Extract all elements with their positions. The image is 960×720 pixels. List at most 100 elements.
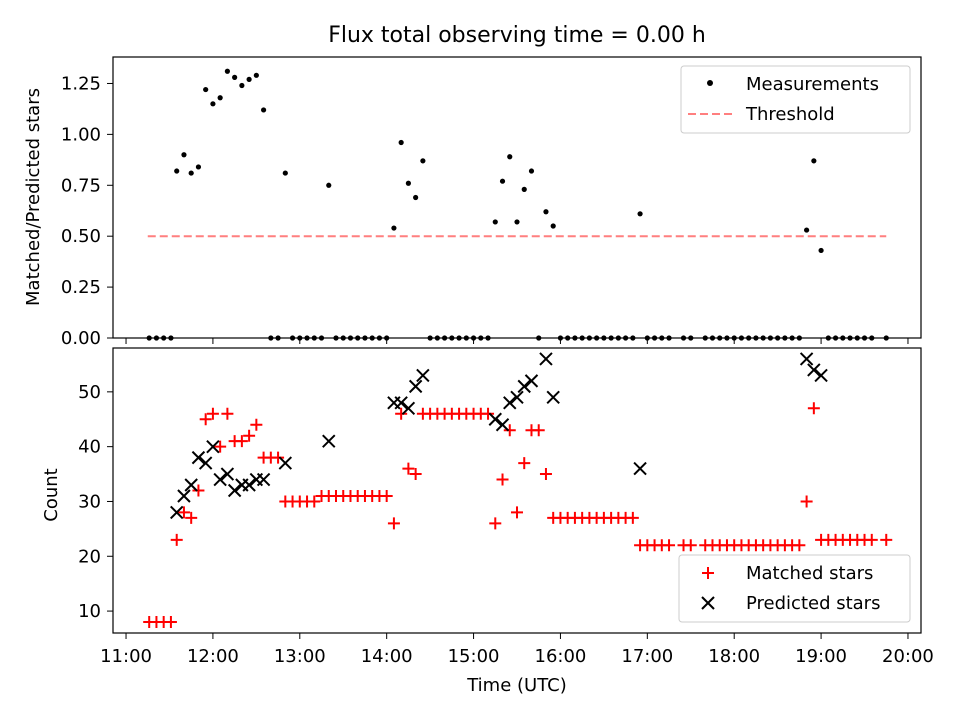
count-xtick-label: 19:00: [795, 646, 847, 667]
predicted-star-point: [278, 456, 293, 470]
count-ytick-label: 20: [78, 546, 101, 567]
matched-star-point: [192, 484, 205, 497]
predicted-star-point: [256, 472, 271, 487]
matched-star-point: [800, 495, 813, 508]
matched-star-point: [807, 402, 820, 415]
measurement-point: [565, 335, 571, 341]
predicted-star-point: [198, 456, 213, 470]
matched-star-point: [793, 539, 806, 552]
measurement-point: [601, 335, 607, 341]
measurement-point: [210, 101, 216, 107]
measurement-point: [369, 335, 375, 341]
measurement-point: [796, 335, 802, 341]
count-legend: Matched stars Predicted stars: [678, 554, 911, 623]
count-xtick-label: 15:00: [448, 646, 500, 667]
measurement-point: [528, 168, 535, 174]
measurement-point: [782, 335, 788, 341]
count-ytick-label: 10: [78, 601, 101, 622]
chart-title: Flux total observing time = 0.00 h: [328, 23, 706, 48]
measurement-point: [398, 139, 404, 146]
measurement-point: [470, 335, 477, 341]
measurement-point: [146, 335, 152, 341]
measurement-point: [413, 194, 419, 201]
measurement-point: [405, 180, 411, 186]
measurement-point: [594, 335, 600, 341]
legend-predicted-label: Predicted stars: [746, 593, 880, 614]
matched-star-point: [177, 506, 190, 519]
measurement-point: [738, 335, 745, 341]
measurement-point: [384, 335, 390, 341]
ratio-ylabel: Matched/Predicted stars: [23, 88, 44, 306]
predicted-star-point: [503, 396, 517, 410]
count-xlabel: Time (UTC): [466, 675, 567, 696]
matched-star-point: [308, 495, 321, 508]
measurement-point: [304, 335, 310, 341]
measurement-point: [861, 335, 868, 341]
ratio-legend: Measurements Threshold: [680, 65, 911, 134]
measurement-point: [709, 335, 716, 341]
measurement-point: [557, 335, 564, 341]
measurement-point: [174, 168, 180, 174]
measurement-point: [311, 335, 317, 341]
measurement-point: [608, 335, 614, 341]
measurement-point: [340, 335, 346, 341]
count-panel-frame: [112, 347, 922, 634]
ratio-ytick-label: 1.25: [61, 73, 101, 94]
predicted-star-point: [408, 379, 423, 394]
measurement-point: [188, 170, 194, 176]
matched-star-point: [663, 539, 676, 552]
ratio-ytick-label: 0.75: [61, 175, 101, 196]
matched-star-point: [170, 533, 183, 546]
predicted-star-point: [206, 439, 220, 454]
predicted-star-point: [416, 368, 430, 383]
measurement-point: [333, 335, 339, 341]
matched-star-point: [243, 429, 256, 442]
matched-star-point: [199, 413, 212, 426]
predicted-star-point: [220, 467, 235, 481]
measurement-point: [883, 335, 889, 341]
count-xtick-label: 17:00: [621, 646, 673, 667]
matched-star-point: [511, 506, 523, 519]
measurement-point: [536, 335, 542, 341]
measurement-point: [804, 227, 810, 233]
count-xtick-label: 11:00: [100, 646, 152, 667]
measurement-point: [767, 335, 774, 341]
matched-star-point: [518, 457, 531, 470]
matched-star-point: [539, 468, 552, 481]
legend-predicted-marker: [701, 596, 715, 610]
matched-star-point: [380, 489, 393, 502]
measurement-point: [434, 335, 440, 341]
measurement-point: [391, 225, 397, 231]
measurement-point: [869, 335, 875, 341]
count-axis-ticks: 10 20 30 40 50 11:00 12:00 13:00 14:00 15:00 16:00…: [78, 382, 934, 667]
matched-star-point: [880, 533, 893, 546]
measurement-point: [572, 335, 578, 341]
predicted-star-point: [191, 450, 206, 465]
measurement-point: [239, 82, 245, 89]
measurement-point: [376, 335, 383, 341]
count-ylabel: Count: [41, 468, 62, 521]
matched-star-point: [503, 424, 516, 437]
count-panel: 10 20 30 40 50 11:00 12:00 13:00 14:00 15:00 16:00…: [41, 347, 934, 696]
ratio-ytick-label: 1.00: [61, 124, 101, 145]
ratio-ytick-label: 0.50: [61, 226, 101, 247]
measurement-point: [282, 170, 288, 176]
measurement-point: [825, 335, 831, 341]
measurement-point: [579, 335, 585, 341]
measurement-point: [644, 335, 650, 341]
measurement-point: [724, 335, 730, 341]
measurement-point: [224, 68, 230, 74]
predicted-star-point: [510, 390, 524, 405]
matched-star-point: [221, 407, 234, 420]
measurement-point: [586, 335, 593, 341]
measurement-point: [688, 335, 694, 341]
ratio-ytick-label: 0.00: [61, 328, 101, 349]
count-ytick-label: 50: [78, 382, 101, 403]
matched-star-point: [684, 539, 697, 552]
legend-measurements-label: Measurements: [746, 74, 879, 95]
measurement-point: [731, 335, 737, 341]
predicted-star-point: [539, 352, 553, 366]
measurement-point: [775, 335, 781, 341]
measurement-point: [232, 74, 238, 80]
